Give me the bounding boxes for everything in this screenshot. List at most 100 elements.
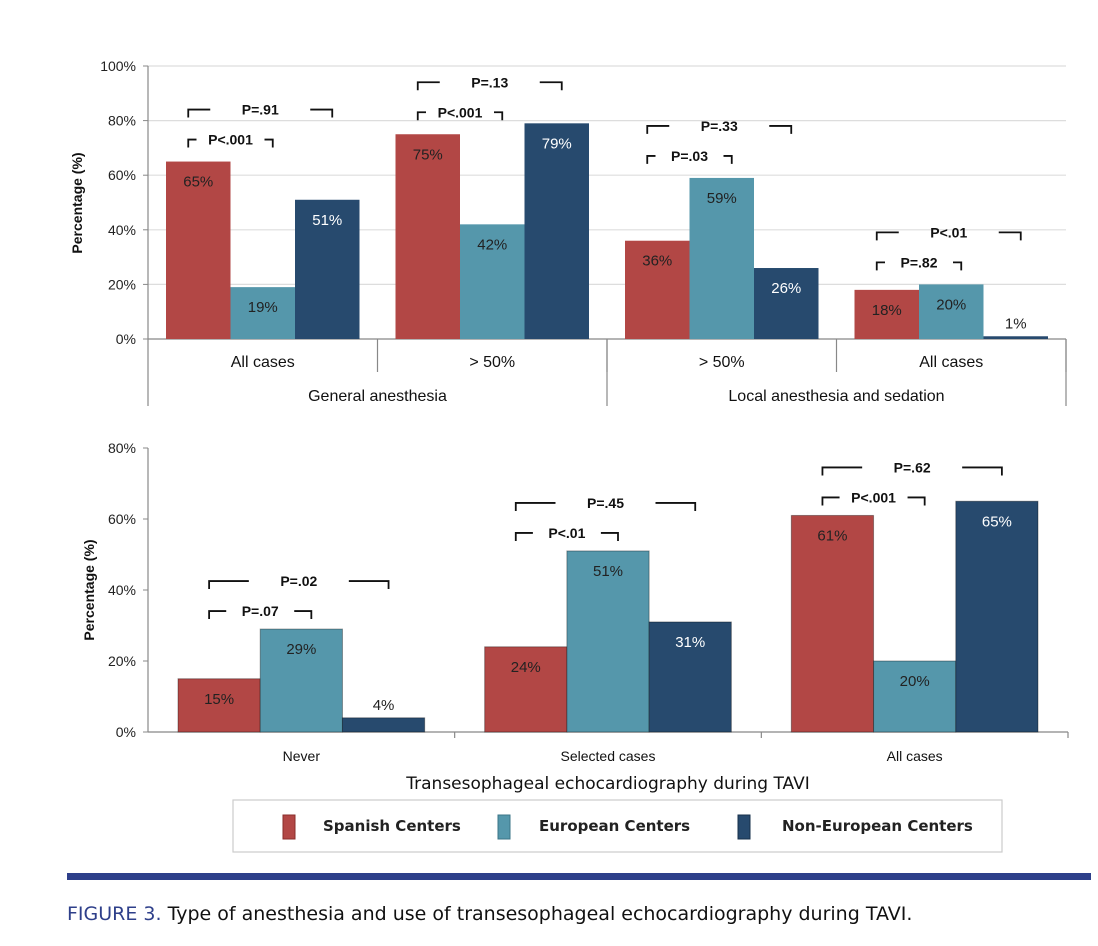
caption-rule: [67, 873, 1091, 880]
p-value-label: P=.07: [242, 603, 279, 619]
y-tick-label: 100%: [100, 58, 136, 74]
significance-bracket-right: [600, 532, 619, 541]
bar-spanish: [484, 646, 568, 733]
caption-label: FIGURE 3.: [67, 903, 162, 925]
data-label-spanish: 65%: [183, 174, 213, 191]
bar-spanish: [177, 678, 261, 733]
bottom-x-axis-title: Transesophageal echocardiography during …: [405, 774, 810, 794]
category-label: > 50%: [699, 354, 745, 371]
bar-non-european: [983, 336, 1048, 339]
significance-bracket-left: [416, 111, 426, 121]
p-value-label: P=.91: [242, 102, 279, 118]
y-tick-label: 80%: [108, 113, 136, 129]
y-tick-label: 60%: [108, 511, 136, 527]
data-label-non-european: 79%: [542, 135, 572, 152]
bar-european: [460, 224, 525, 339]
bar-spanish: [395, 134, 460, 339]
data-label-european: 20%: [900, 673, 930, 690]
significance-bracket-left: [208, 580, 249, 590]
significance-bracket-right: [310, 108, 334, 118]
significance-bracket-right: [769, 125, 793, 134]
bottom-chart-tee: 0% 20% 40% 60% 80% Never 15% 29% 4% P=.07P=.02 Sel…: [108, 440, 1069, 764]
y-tick-label: 60%: [108, 167, 136, 183]
legend-label-non-european: Non-European Centers: [782, 817, 973, 835]
category-label: > 50%: [469, 354, 515, 371]
data-label-european: 42%: [477, 236, 507, 253]
y-tick-label: 0%: [116, 331, 136, 347]
significance-bracket-right: [655, 502, 697, 511]
significance-bracket-left: [416, 81, 440, 91]
bar-european: [259, 628, 343, 733]
p-value-label: P=.33: [701, 118, 738, 134]
data-label-spanish: 15%: [204, 691, 234, 708]
data-label-spanish: 36%: [642, 253, 672, 270]
data-label-non-european: 26%: [771, 280, 801, 297]
significance-bracket-left: [875, 231, 899, 241]
legend-swatch-non-european: [737, 814, 751, 840]
top-chart-anesthesia: 0% 20% 40% 60% 80% 100% General anesthesia Loca…: [100, 58, 1067, 406]
data-label-european: 59%: [707, 190, 737, 207]
p-value-label: P=.82: [901, 254, 938, 270]
significance-bracket-left: [514, 502, 556, 511]
bar-european: [919, 284, 984, 339]
p-value-label: P=.62: [894, 459, 931, 475]
data-label-non-european: 4%: [373, 697, 395, 714]
significance-bracket-left: [514, 532, 533, 541]
bar-european: [230, 287, 295, 339]
significance-bracket-right: [294, 610, 313, 620]
data-label-european: 20%: [936, 296, 966, 313]
bar-non-european: [955, 500, 1039, 733]
bar-european: [873, 660, 957, 733]
p-value-label: P=.45: [587, 495, 624, 511]
p-value-label: P=.13: [471, 74, 508, 90]
bar-spanish: [854, 289, 919, 339]
category-label: All cases: [887, 748, 943, 764]
bar-spanish: [625, 240, 690, 339]
caption-text: Type of anesthesia and use of transesoph…: [162, 903, 913, 925]
legend-label-spanish: Spanish Centers: [323, 817, 461, 835]
legend: Spanish Centers European Centers Non-Eur…: [232, 799, 1003, 853]
significance-bracket-right: [907, 496, 926, 506]
y-tick-label: 0%: [116, 724, 136, 740]
bar-non-european: [648, 621, 732, 733]
legend-label-european: European Centers: [539, 817, 690, 835]
significance-bracket-left: [821, 466, 863, 476]
significance-bracket-left: [187, 138, 197, 148]
significance-bracket-right: [723, 155, 733, 164]
p-value-label: P<.001: [851, 489, 896, 505]
significance-bracket-left: [646, 155, 656, 164]
significance-bracket-right: [539, 81, 563, 91]
significance-bracket-left: [821, 496, 840, 506]
supergroup-label: Local anesthesia and sedation: [728, 388, 944, 405]
data-label-spanish: 61%: [817, 527, 847, 544]
significance-bracket-right: [348, 580, 390, 590]
category-label: Selected cases: [561, 748, 656, 764]
data-label-non-european: 1%: [1005, 315, 1027, 332]
bar-spanish: [166, 161, 231, 339]
y-tick-label: 20%: [108, 276, 136, 292]
significance-bracket-left: [208, 610, 227, 620]
p-value-label: P<.001: [208, 132, 253, 148]
data-label-non-european: 31%: [675, 634, 705, 651]
bar-non-european: [524, 123, 589, 339]
figure-caption: FIGURE 3. Type of anesthesia and use of …: [67, 903, 912, 925]
data-label-european: 29%: [286, 641, 316, 658]
p-value-label: P=.03: [671, 148, 708, 164]
significance-bracket-right: [953, 261, 963, 271]
data-label-spanish: 24%: [511, 659, 541, 676]
category-label: All cases: [231, 354, 295, 371]
bar-european: [689, 177, 754, 339]
bar-european: [566, 550, 650, 733]
p-value-label: P<.001: [438, 104, 483, 120]
category-label: All cases: [919, 354, 983, 371]
significance-bracket-left: [646, 125, 670, 134]
category-label: Never: [283, 748, 321, 764]
bar-non-european: [341, 717, 426, 733]
data-label-spanish: 18%: [872, 302, 902, 319]
bar-spanish: [790, 514, 875, 733]
p-value-label: P=.02: [280, 573, 317, 589]
data-label-european: 19%: [248, 299, 278, 316]
y-tick-label: 80%: [108, 440, 136, 456]
bar-non-european: [295, 199, 360, 339]
